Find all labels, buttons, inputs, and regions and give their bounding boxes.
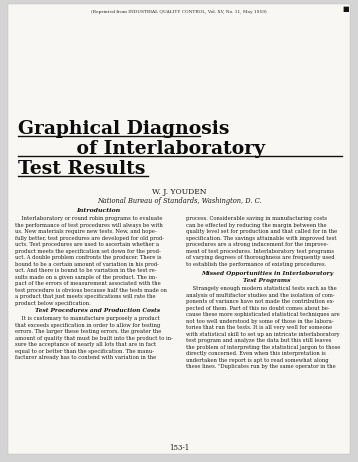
Text: Test Procedures and Production Costs: Test Procedures and Production Costs — [35, 308, 160, 313]
Text: Graphical Diagnosis: Graphical Diagnosis — [18, 120, 229, 138]
Text: Test Results: Test Results — [18, 160, 145, 178]
Text: Introduction: Introduction — [76, 208, 120, 213]
Text: (Reprinted from INDUSTRIAL QUALITY CONTROL, Vol. XV, No. 11, May 1959): (Reprinted from INDUSTRIAL QUALITY CONTR… — [91, 10, 267, 14]
Text: W. J. YOUDEN: W. J. YOUDEN — [152, 188, 206, 196]
Text: It is customary to manufacture purposely a product
that exceeds specification in: It is customary to manufacture purposely… — [15, 316, 173, 360]
Text: Interlaboratory or round robin programs to evaluate
the performance of test proc: Interlaboratory or round robin programs … — [15, 216, 167, 306]
FancyBboxPatch shape — [8, 4, 350, 454]
Text: National Bureau of Standards, Washington, D. C.: National Bureau of Standards, Washington… — [97, 197, 261, 205]
Text: Missed Opportunities in Interlaboratory: Missed Opportunities in Interlaboratory — [201, 271, 333, 276]
Text: ■: ■ — [342, 6, 349, 12]
Text: process. Considerable saving in manufacturing costs
can be effected by reducing : process. Considerable saving in manufact… — [186, 216, 337, 267]
Text: Strangely enough modern statistical tests such as the
analysis of multifactor st: Strangely enough modern statistical test… — [186, 286, 340, 369]
Text: of Interlaboratory: of Interlaboratory — [18, 140, 265, 158]
Text: Test Programs: Test Programs — [243, 278, 291, 283]
Text: 153-1: 153-1 — [169, 444, 189, 452]
